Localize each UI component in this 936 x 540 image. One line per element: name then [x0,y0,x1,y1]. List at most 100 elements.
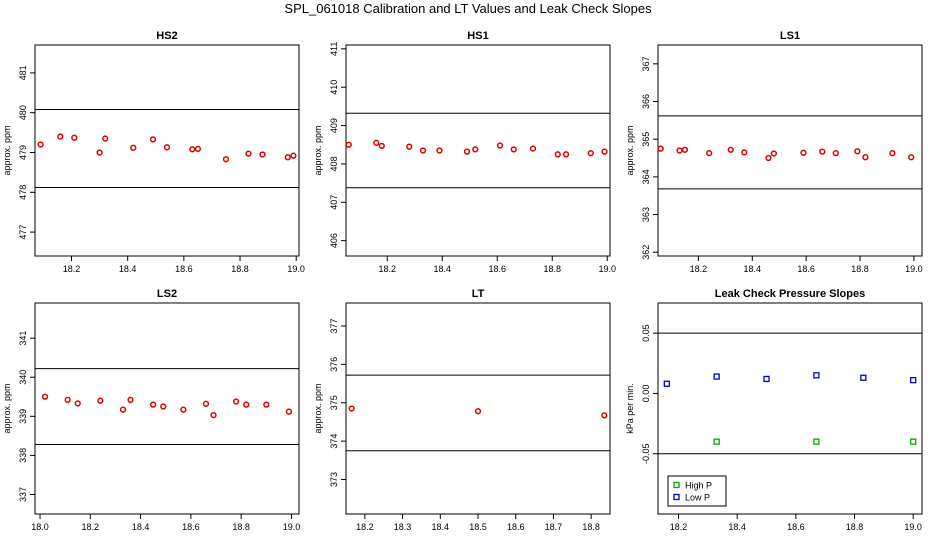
x-tick-label: 18.4 [432,522,450,532]
x-tick-label: 18.8 [543,264,561,274]
panel-title: LS1 [780,30,800,42]
y-tick-label: 409 [329,118,339,133]
data-point [41,393,49,400]
data-point [908,154,915,161]
data-point [587,150,594,157]
plot-frame [657,302,923,515]
data-point [290,152,297,159]
y-axis-label: approx. ppm [2,383,12,433]
x-tick-label: 18.2 [378,264,396,274]
data-point [345,141,352,148]
y-tick-label: 338 [18,448,28,463]
data-point [765,154,772,162]
x-tick-label: 18.2 [82,522,100,532]
panel-ls1: LS1 approx. ppm 18.2 18.4 18.6 18.8 19.0 362 363… [625,30,923,274]
data-point [854,148,861,155]
panel-lt: LT approx. ppm 18.2 18.3 18.4 18.5 18.6 18.7 18.… [313,288,611,532]
data-point [601,412,608,419]
x-tick-label: 19.0 [287,264,305,274]
data-point-low-p [663,380,670,387]
x-tick-label: 18.6 [488,264,506,274]
panel-hs1: HS1 approx. ppm 18.2 18.4 18.6 18.8 19.0 406 407… [313,30,616,274]
y-tick-label: 375 [329,395,339,410]
data-point [194,145,202,153]
y-tick-label: 376 [329,357,339,372]
data-point [727,146,734,153]
x-tick-label: 18.7 [545,522,563,532]
panel-hs2: HS2 approx. ppm 18.2 18.4 18.6 18.8 19.0 477 478… [2,30,305,274]
panel-title: HS1 [467,30,488,42]
data-point [284,154,291,161]
data-point [378,142,385,150]
data-point [160,403,167,410]
data-point [180,406,187,413]
y-tick-label: 377 [329,319,339,334]
data-point [889,149,896,157]
y-tick-label: 0.00 [641,385,651,403]
data-point [862,154,869,161]
data-point-low-p [910,377,917,384]
data-point [259,151,266,158]
x-tick-label: 19.0 [904,522,922,532]
data-point [96,149,103,156]
data-point [232,398,240,405]
y-tick-label: 374 [329,434,339,449]
data-point [130,144,137,151]
data-point [601,148,608,155]
data-point-low-p [763,375,770,383]
plot-frame [34,44,300,257]
plot-frame [657,44,923,257]
y-tick-label: 480 [18,105,28,120]
data-point-high-p [713,438,720,445]
data-point [474,408,482,415]
data-point-low-p [860,374,867,381]
y-tick-label: 477 [18,225,28,240]
y-tick-label: 406 [329,233,339,248]
data-point [189,146,196,153]
data-point [676,147,683,154]
legend-swatch [673,481,680,489]
y-tick-label: 363 [641,207,651,222]
y-tick-label: 365 [641,132,651,147]
x-tick-label: 18.6 [182,522,200,532]
data-point [706,149,713,157]
x-tick-label: 18.4 [728,522,746,532]
x-tick-label: 18.4 [433,264,451,274]
y-tick-label: 408 [329,156,339,171]
data-point [263,401,270,408]
data-point [102,135,109,142]
data-point [119,406,127,413]
data-point [800,149,807,156]
x-tick-label: 18.4 [744,264,762,274]
x-tick-label: 18.2 [356,522,374,532]
y-axis-label: approx. ppm [2,125,12,175]
x-tick-label: 18.5 [469,522,487,532]
data-point [97,397,104,404]
y-tick-label: 481 [18,65,28,80]
data-point [74,400,81,407]
y-tick-label: 367 [641,56,651,71]
y-axis-label: approx. ppm [313,125,323,175]
x-tick-label: 18.8 [851,264,869,274]
panel-title: LT [472,288,485,300]
y-tick-label: 362 [641,245,651,260]
data-point [222,156,230,163]
data-point [496,142,504,149]
legend-label: High P [685,481,712,491]
data-point [202,400,210,407]
plot-frame [34,302,300,515]
y-tick-label: 337 [18,487,28,502]
x-tick-label: 19.0 [283,522,301,532]
y-tick-label: 373 [329,472,339,487]
data-point [770,150,777,157]
x-tick-label: 18.2 [670,522,688,532]
data-point [57,133,64,140]
data-point [406,143,413,150]
data-point-low-p [813,372,820,379]
y-tick-label: -0.05 [641,443,651,464]
data-point [657,145,664,152]
y-tick-label: 340 [18,370,28,385]
x-tick-label: 18.8 [582,522,600,532]
